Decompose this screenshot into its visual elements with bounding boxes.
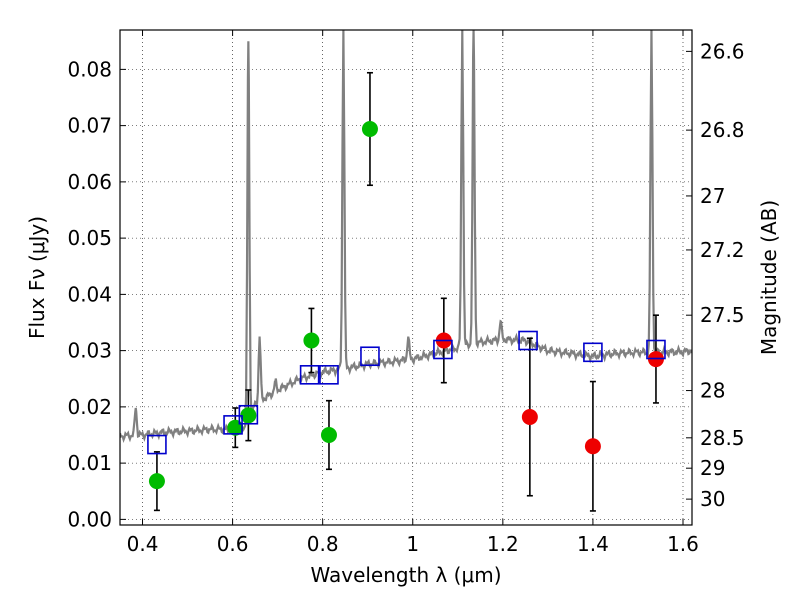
data-markers bbox=[147, 121, 666, 490]
y-tick-label: 0.06 bbox=[67, 170, 112, 194]
x-tick-label: 0.8 bbox=[307, 532, 339, 556]
magnitude-tick-label: 29 bbox=[700, 456, 725, 480]
y-axis-label: Flux Fν (μJy) bbox=[25, 216, 49, 339]
spectrum bbox=[120, 30, 692, 443]
y-tick-label: 0.05 bbox=[67, 226, 112, 250]
x-tick-label: 1.6 bbox=[667, 532, 699, 556]
y-tick-label: 0.01 bbox=[67, 451, 112, 475]
axis-labels: Wavelength λ (μm) Flux Fν (μJy) Magnitud… bbox=[25, 200, 781, 587]
x-tick-label: 0.6 bbox=[217, 532, 249, 556]
y-tick-label: 0.07 bbox=[67, 114, 112, 138]
model-square-point bbox=[238, 404, 259, 425]
red-data-point bbox=[521, 409, 538, 425]
green-data-point bbox=[303, 332, 320, 349]
model-square-point bbox=[646, 339, 666, 360]
x-tick-label: 1.4 bbox=[577, 532, 609, 556]
x-tick-label: 1.2 bbox=[487, 532, 519, 556]
x-axis-label: Wavelength λ (μm) bbox=[310, 563, 501, 587]
y-tick-label: 0.02 bbox=[67, 395, 112, 419]
magnitude-tick-label: 30 bbox=[700, 487, 725, 511]
y-tick-label: 0.04 bbox=[67, 282, 112, 306]
spectrum-line bbox=[120, 30, 692, 443]
model-square-point bbox=[433, 339, 453, 360]
green-data-point bbox=[320, 427, 337, 443]
y-tick-label: 0.00 bbox=[67, 507, 112, 531]
green-data-point bbox=[240, 407, 257, 424]
magnitude-tick-label: 27.2 bbox=[700, 238, 745, 262]
model-square-point bbox=[583, 342, 603, 363]
green-data-point bbox=[148, 473, 165, 490]
magnitude-tick-label: 28.5 bbox=[700, 426, 745, 450]
model-square-point bbox=[360, 346, 380, 367]
magnitude-tick-label: 28 bbox=[700, 379, 725, 403]
model-square-point bbox=[518, 330, 538, 351]
model-square-point bbox=[223, 415, 243, 435]
red-data-point bbox=[584, 438, 601, 455]
model-square-point bbox=[299, 365, 320, 385]
right-y-axis-label: Magnitude (AB) bbox=[757, 200, 781, 355]
model-square-point bbox=[319, 365, 339, 385]
magnitude-tick-label: 27 bbox=[700, 184, 725, 208]
y-tick-label: 0.08 bbox=[67, 57, 112, 81]
axis-ticks: 0.4 0.6 0.8 1 1.2 1.4 1.6 0.00 0.01 0.02 0.03 0.04 0… bbox=[67, 30, 745, 556]
y-tick-label: 0.03 bbox=[67, 339, 112, 363]
model-square-point bbox=[147, 434, 167, 455]
magnitude-tick-label: 27.5 bbox=[700, 303, 745, 327]
magnitude-tick-label: 26.8 bbox=[700, 118, 745, 142]
grid bbox=[120, 30, 692, 525]
x-tick-label: 1 bbox=[406, 532, 419, 556]
magnitude-tick-label: 26.6 bbox=[700, 39, 745, 63]
green-data-point bbox=[361, 121, 378, 137]
plot-frame bbox=[119, 29, 693, 526]
x-tick-label: 0.4 bbox=[127, 532, 159, 556]
